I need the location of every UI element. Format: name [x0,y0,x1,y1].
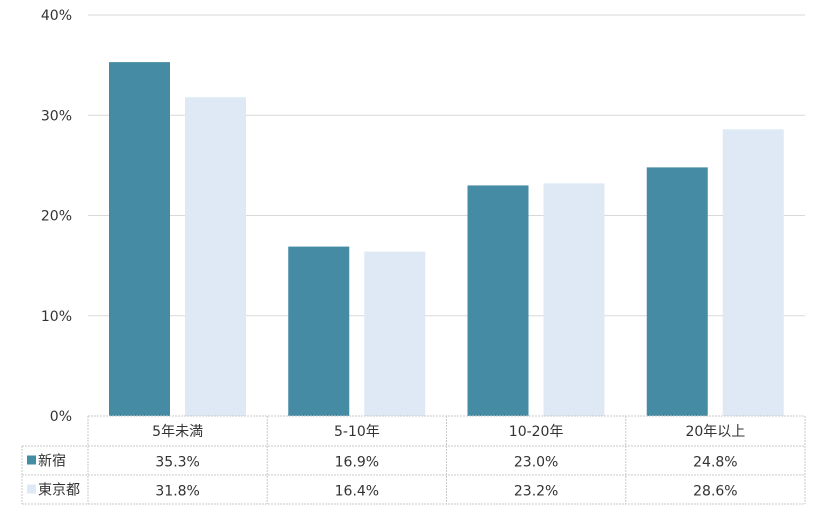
bar-tokyo-1 [364,251,426,416]
y-tick-label: 30% [41,108,72,124]
legend-swatch [27,455,36,465]
data-label: 23.2% [514,484,558,500]
bar-shinjuku-0 [109,62,170,417]
data-label: 24.8% [693,455,737,471]
data-label: 35.3% [155,455,199,471]
data-label: 23.0% [514,455,558,471]
y-tick-label: 20% [41,209,72,225]
legend-swatch [27,484,36,494]
bar-tokyo-3 [722,129,784,416]
category-label: 5-10年 [334,424,380,440]
legend-label: 東京都 [38,483,80,499]
category-label: 20年以上 [685,424,745,440]
data-label: 31.8% [155,484,199,500]
data-label: 28.6% [693,484,737,500]
bar-shinjuku-3 [646,167,708,416]
bar-shinjuku-2 [467,185,529,416]
bar-tokyo-0 [185,97,246,416]
category-label: 5年未満 [152,424,203,440]
bar-shinjuku-1 [288,246,350,416]
y-tick-label: 10% [41,309,72,325]
bar-tokyo-2 [543,183,605,416]
data-label: 16.9% [335,455,379,471]
y-tick-label: 0% [50,409,72,425]
data-label: 16.4% [335,484,379,500]
y-tick-label: 40% [41,8,72,24]
legend-label: 新宿 [38,453,66,470]
category-label: 10-20年 [509,424,564,440]
